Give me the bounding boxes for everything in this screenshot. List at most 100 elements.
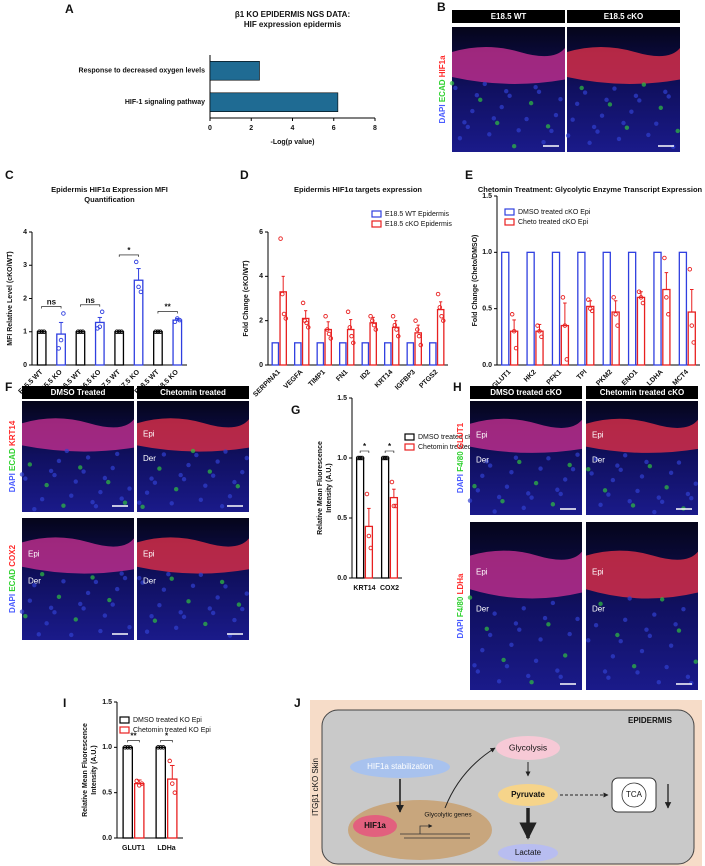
y-tick-label: 0 xyxy=(23,362,27,369)
nucleus xyxy=(90,575,95,580)
nucleus xyxy=(563,477,568,482)
nucleus xyxy=(627,596,632,601)
nucleus xyxy=(610,654,616,659)
nucleus xyxy=(589,471,594,476)
stain-name: DAPI xyxy=(456,474,465,493)
bar xyxy=(627,251,637,366)
stain-name: DAPI xyxy=(456,619,465,638)
nucleus xyxy=(550,600,556,606)
tca-box xyxy=(611,777,657,813)
data-point xyxy=(564,357,570,362)
nucleus xyxy=(110,465,115,471)
nucleus xyxy=(36,632,41,637)
nucleus xyxy=(675,128,680,134)
nucleus xyxy=(161,587,167,592)
data-point xyxy=(138,289,144,295)
data-point xyxy=(58,337,64,343)
data-point xyxy=(382,455,388,461)
nucleus xyxy=(595,129,600,134)
nucleus xyxy=(570,467,576,472)
stain-name: ECAD xyxy=(438,79,447,102)
data-point xyxy=(328,336,334,341)
x-tick-label: COX2 xyxy=(380,585,399,592)
data-point xyxy=(61,311,66,316)
data-point xyxy=(394,327,399,332)
nucleus xyxy=(526,491,531,496)
nucleus xyxy=(240,606,245,612)
nucleus xyxy=(181,476,187,482)
stain-name: HIF1a xyxy=(438,55,447,77)
nucleus xyxy=(119,571,124,576)
stain-name: ECAD xyxy=(8,448,17,471)
nucleus xyxy=(484,459,489,464)
micrograph xyxy=(452,27,565,152)
nucleus xyxy=(219,579,225,585)
micrograph xyxy=(22,401,134,512)
nucleus xyxy=(198,572,204,578)
x-tick-label: MCT4 xyxy=(672,369,690,387)
nucleus xyxy=(521,606,526,611)
nucleus xyxy=(122,575,128,581)
nucleus xyxy=(591,124,597,130)
nucleus xyxy=(491,116,497,121)
nucleus xyxy=(664,664,669,670)
significance-bracket xyxy=(157,311,178,314)
panel-letter: C xyxy=(5,168,14,182)
nucleus xyxy=(27,598,33,603)
data-point xyxy=(158,329,163,335)
stain-label: DAPI ECAD HIF1a xyxy=(438,55,447,124)
legend-swatch xyxy=(371,220,382,228)
nucleus xyxy=(152,618,158,623)
data-point xyxy=(611,295,616,300)
nucleus xyxy=(615,632,620,638)
chart-title: Chetomin Treatment: Glycolytic Enzyme Tr… xyxy=(478,185,703,194)
stain-name: KRT14 xyxy=(8,420,17,446)
nucleus xyxy=(52,472,57,478)
bar xyxy=(167,778,178,839)
nucleus xyxy=(107,597,112,603)
nucleus xyxy=(656,679,661,685)
nucleus xyxy=(465,124,471,130)
nucleus xyxy=(558,491,563,497)
nucleus xyxy=(487,463,493,468)
nucleus xyxy=(32,506,37,512)
data-point xyxy=(370,318,375,323)
nucleus xyxy=(616,136,622,142)
tca-cycle xyxy=(621,782,647,808)
nucleus xyxy=(529,495,534,500)
data-point xyxy=(347,325,353,330)
nucleus xyxy=(618,467,623,473)
column-header: DMSO treated cKO xyxy=(490,388,562,397)
column-header: E18.5 WT xyxy=(491,12,527,21)
data-point xyxy=(393,503,399,509)
nucleus xyxy=(85,590,91,596)
nucleus xyxy=(240,469,245,475)
nucleus xyxy=(685,674,691,680)
nucleus xyxy=(487,632,493,638)
y-tick-label: 1.5 xyxy=(102,699,112,706)
bar xyxy=(662,288,671,366)
y-tick-label: 0.0 xyxy=(337,575,347,582)
legend-label: DMSO treated KO Epi xyxy=(133,717,202,724)
panel-letter: I xyxy=(63,696,66,710)
column-header-bg xyxy=(22,386,134,399)
panel-letter: E xyxy=(465,168,473,182)
x-tick-label: PTGS2 xyxy=(418,369,439,390)
nucleus xyxy=(637,98,642,103)
significance-bracket xyxy=(118,254,139,257)
data-point xyxy=(441,318,446,323)
x-tick-label: VEGFA xyxy=(283,369,305,391)
region-label: Epi xyxy=(143,550,155,559)
nucleus xyxy=(624,125,630,130)
nucleus xyxy=(44,621,49,626)
nucleus xyxy=(23,614,28,619)
data-point xyxy=(153,329,158,335)
legend-label: E18.5 cKO Epidermis xyxy=(385,221,452,228)
legend-swatch xyxy=(119,726,130,734)
nucleus xyxy=(475,669,481,674)
data-point xyxy=(357,455,363,461)
data-point xyxy=(177,317,182,323)
nucleus xyxy=(593,623,599,628)
nucleus xyxy=(659,597,665,602)
chart-title: Quantification xyxy=(84,195,135,204)
